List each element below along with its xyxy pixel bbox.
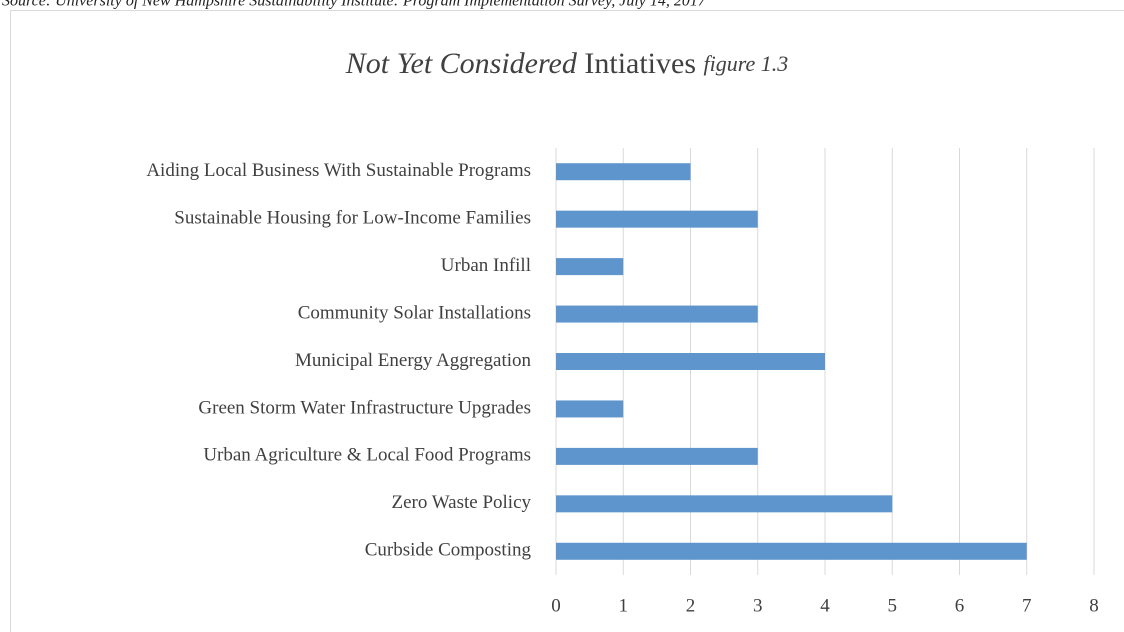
x-tick-label: 4 bbox=[820, 595, 830, 616]
y-tick-label: Curbside Composting bbox=[365, 540, 532, 561]
x-tick-label: 1 bbox=[619, 595, 629, 616]
x-tick-label: 0 bbox=[551, 595, 561, 616]
x-tick-label: 3 bbox=[753, 595, 763, 616]
y-tick-label: Community Solar Installations bbox=[298, 302, 531, 323]
x-tick-label: 6 bbox=[955, 595, 965, 616]
bar bbox=[556, 163, 691, 181]
y-tick-label: Urban Infill bbox=[441, 255, 531, 276]
chart-title: Not Yet Considered Intiatives figure 1.3 bbox=[345, 47, 789, 80]
x-tick-label: 7 bbox=[1022, 595, 1032, 616]
y-tick-label: Urban Agriculture & Local Food Programs bbox=[203, 445, 531, 466]
y-tick-label: Sustainable Housing for Low-Income Famil… bbox=[174, 208, 531, 229]
x-tick-label: 8 bbox=[1089, 595, 1099, 616]
title-part: Not Yet Considered bbox=[345, 47, 578, 80]
title-part: Intiatives bbox=[584, 47, 696, 80]
title-part: figure 1.3 bbox=[704, 51, 789, 76]
y-tick-label: Aiding Local Business With Sustainable P… bbox=[146, 160, 531, 181]
bar bbox=[556, 210, 758, 228]
y-tick-label: Municipal Energy Aggregation bbox=[295, 350, 532, 371]
x-tick-label: 2 bbox=[686, 595, 696, 616]
bar bbox=[556, 542, 1027, 560]
bar bbox=[556, 258, 624, 276]
bar bbox=[556, 305, 758, 323]
bar bbox=[556, 495, 893, 513]
y-tick-label: Zero Waste Policy bbox=[391, 492, 531, 513]
bar bbox=[556, 447, 758, 465]
x-tick-label: 5 bbox=[888, 595, 898, 616]
source-note: Source: University of New Hampshire Sust… bbox=[2, 0, 707, 10]
bar bbox=[556, 353, 825, 370]
y-tick-label: Green Storm Water Infrastructure Upgrade… bbox=[198, 397, 531, 418]
bar bbox=[556, 400, 624, 418]
